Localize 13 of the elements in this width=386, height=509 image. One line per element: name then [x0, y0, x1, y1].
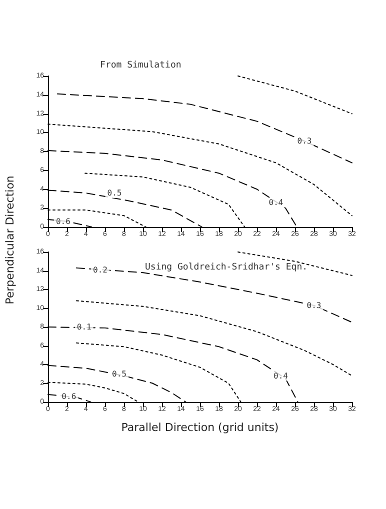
line-series — [57, 93, 352, 164]
chart-title: From Simulation — [100, 60, 182, 70]
annotation: 0.6 — [62, 392, 76, 401]
annotation: 0.4 — [274, 371, 288, 380]
annotation: 0.2 — [93, 265, 108, 274]
annotation: 0.4 — [268, 198, 284, 207]
annotation: 0.5 — [107, 188, 122, 198]
text: Using Goldreich-Sridhar's Eqn. — [145, 262, 308, 272]
x-axis-title: Parallel Direction (grid units) — [121, 421, 279, 434]
y-axis-title: Perpendicular Direction — [4, 176, 16, 304]
annotation: 0.6 — [56, 216, 71, 226]
annotation: 0.1 — [76, 322, 92, 332]
annotation: 0.5 — [112, 369, 127, 378]
